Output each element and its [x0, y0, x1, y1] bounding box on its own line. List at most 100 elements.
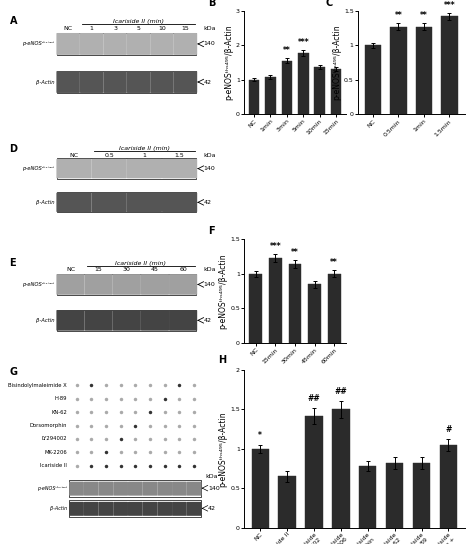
FancyBboxPatch shape [187, 481, 201, 496]
Text: 30: 30 [123, 267, 131, 273]
Text: **: ** [291, 248, 299, 257]
Y-axis label: p-eNOSᵗʰˢ⁴⁹⁵/β-Actin: p-eNOSᵗʰˢ⁴⁹⁵/β-Actin [219, 253, 228, 329]
FancyBboxPatch shape [99, 481, 113, 496]
FancyBboxPatch shape [143, 481, 157, 496]
Text: *: * [258, 431, 262, 440]
Text: Dorsomorphin: Dorsomorphin [29, 423, 67, 428]
Bar [365, 45, 382, 114]
Text: MK-2206: MK-2206 [45, 450, 67, 455]
FancyBboxPatch shape [172, 481, 187, 496]
FancyBboxPatch shape [91, 193, 127, 212]
Text: p-eNOSᵗʰˢ⁴⁹⁵: p-eNOSᵗʰˢ⁴⁹⁵ [22, 282, 54, 287]
FancyBboxPatch shape [162, 193, 197, 212]
FancyBboxPatch shape [113, 274, 141, 295]
Text: A: A [9, 16, 17, 26]
Text: 140: 140 [203, 41, 215, 46]
Text: Icariside II (min): Icariside II (min) [113, 19, 164, 24]
FancyBboxPatch shape [173, 71, 197, 93]
Y-axis label: p-eNOSᵗʰˢ⁴⁹⁵/β-Actin: p-eNOSᵗʰˢ⁴⁹⁵/β-Actin [332, 24, 341, 101]
Text: G: G [9, 367, 18, 377]
Bar [359, 466, 376, 528]
Text: **: ** [283, 46, 291, 55]
Text: p-eNOSᵗʰˢ⁴⁹⁵: p-eNOSᵗʰˢ⁴⁹⁵ [22, 41, 54, 46]
Bar [314, 67, 325, 114]
FancyBboxPatch shape [69, 481, 84, 496]
Text: NC: NC [64, 26, 73, 31]
Text: 1: 1 [90, 26, 93, 31]
Bar [252, 449, 269, 528]
Text: F: F [209, 226, 215, 236]
FancyBboxPatch shape [56, 33, 80, 55]
Text: 42: 42 [208, 506, 216, 511]
Bar [332, 410, 350, 528]
FancyBboxPatch shape [157, 481, 172, 496]
FancyBboxPatch shape [187, 502, 201, 516]
Text: C: C [326, 0, 333, 8]
FancyBboxPatch shape [80, 71, 103, 93]
Text: 15: 15 [182, 26, 189, 31]
Text: **: ** [395, 11, 402, 20]
FancyBboxPatch shape [127, 159, 162, 178]
Text: p-eNOSᵗʰˢ⁴⁹⁵: p-eNOSᵗʰˢ⁴⁹⁵ [22, 166, 54, 171]
FancyBboxPatch shape [143, 502, 157, 516]
FancyBboxPatch shape [84, 274, 113, 295]
Text: 0.5: 0.5 [104, 153, 114, 158]
Text: 15: 15 [95, 267, 102, 273]
Bar [298, 53, 309, 114]
Text: ##: ## [308, 394, 320, 403]
Text: 10: 10 [158, 26, 166, 31]
Bar [386, 463, 403, 528]
FancyBboxPatch shape [56, 193, 91, 212]
FancyBboxPatch shape [173, 33, 197, 55]
Text: 42: 42 [203, 318, 211, 323]
FancyBboxPatch shape [80, 33, 103, 55]
Bar [249, 274, 262, 343]
FancyBboxPatch shape [172, 502, 187, 516]
Bar [305, 416, 323, 528]
FancyBboxPatch shape [141, 310, 169, 331]
FancyBboxPatch shape [103, 71, 127, 93]
FancyBboxPatch shape [162, 159, 197, 178]
Text: H: H [218, 355, 226, 365]
FancyBboxPatch shape [56, 159, 91, 178]
Text: NC: NC [69, 153, 79, 158]
Text: 3: 3 [113, 26, 117, 31]
Text: 42: 42 [203, 200, 211, 205]
FancyBboxPatch shape [91, 159, 127, 178]
Text: 42: 42 [203, 79, 211, 84]
FancyBboxPatch shape [84, 310, 113, 331]
Bar [249, 80, 259, 114]
Text: KN-62: KN-62 [51, 410, 67, 415]
Text: D: D [9, 144, 18, 154]
Text: NC: NC [66, 267, 75, 273]
FancyBboxPatch shape [56, 71, 80, 93]
Text: 140: 140 [208, 486, 219, 491]
Bar [328, 274, 341, 343]
FancyBboxPatch shape [141, 274, 169, 295]
Bar [441, 16, 457, 114]
Text: 140: 140 [203, 282, 215, 287]
FancyBboxPatch shape [99, 502, 113, 516]
FancyBboxPatch shape [169, 274, 197, 295]
FancyBboxPatch shape [127, 71, 150, 93]
Text: kDa: kDa [206, 474, 219, 479]
Bar [390, 27, 407, 114]
Text: E: E [9, 258, 16, 268]
Text: β-Actin: β-Actin [36, 318, 54, 323]
Text: β-Actin: β-Actin [50, 506, 67, 511]
Bar [269, 258, 282, 343]
Text: ***: *** [270, 242, 281, 251]
FancyBboxPatch shape [56, 274, 84, 295]
FancyBboxPatch shape [127, 193, 162, 212]
FancyBboxPatch shape [84, 502, 99, 516]
Text: kDa: kDa [204, 26, 216, 31]
FancyBboxPatch shape [127, 33, 150, 55]
Bar [308, 284, 321, 343]
Text: 1.5: 1.5 [175, 153, 184, 158]
FancyBboxPatch shape [69, 502, 84, 516]
Text: #: # [445, 425, 452, 434]
Y-axis label: p-eNOSᵗʰˢ⁴⁹⁵/β-Actin: p-eNOSᵗʰˢ⁴⁹⁵/β-Actin [224, 24, 233, 101]
Bar [282, 61, 292, 114]
FancyBboxPatch shape [113, 502, 128, 516]
Text: Icariside II (min): Icariside II (min) [119, 146, 170, 151]
